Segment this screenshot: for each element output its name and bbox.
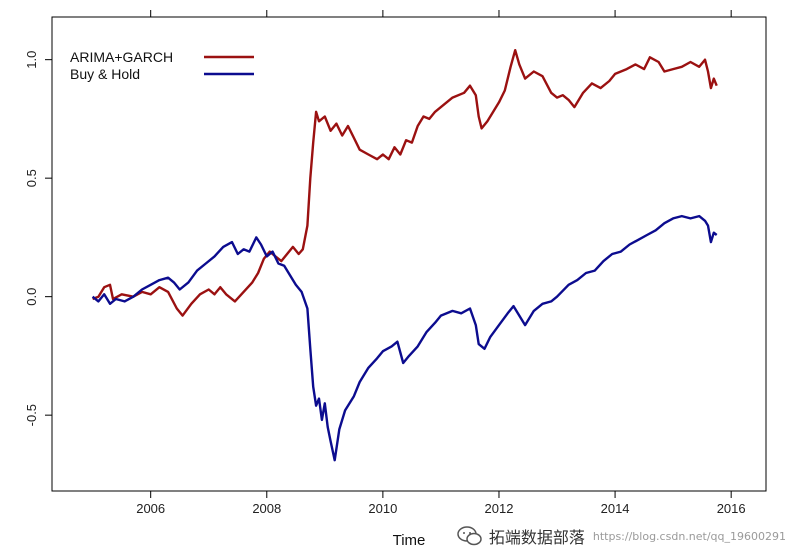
y-tick-label: 0.0: [24, 288, 39, 306]
legend-label-1: Buy & Hold: [70, 66, 140, 82]
watermark-url: https://blog.csdn.net/qq_19600291: [592, 529, 786, 543]
x-tick-label: 2008: [252, 501, 281, 516]
x-tick-label: 2012: [485, 501, 514, 516]
y-tick-label: 1.0: [24, 51, 39, 69]
y-axis: -0.5 0.0 0.5 1.0: [24, 51, 52, 426]
x-axis-title: Time: [393, 532, 426, 549]
x-tick-label: 2016: [717, 501, 746, 516]
x-tick-label: 2006: [136, 501, 165, 516]
wechat-icon: [457, 526, 482, 546]
x-axis-bottom: 2006 2008 2010 2012 2014 2016: [136, 491, 746, 516]
series-layer: [91, 49, 718, 462]
series-line-0: [92, 49, 718, 317]
y-tick-label: 0.5: [24, 169, 39, 187]
x-tick-label: 2010: [368, 501, 397, 516]
x-tick-label: 2014: [601, 501, 630, 516]
series-line-1: [91, 214, 718, 462]
watermark-text: 拓端数据部落: [488, 528, 585, 547]
x-axis-top: [150, 10, 732, 17]
watermark: 拓端数据部落 https://blog.csdn.net/qq_19600291: [457, 524, 786, 548]
plot-frame: [51, 16, 767, 492]
legend-label-0: ARIMA+GARCH: [70, 49, 173, 65]
y-tick-label: -0.5: [24, 404, 39, 426]
